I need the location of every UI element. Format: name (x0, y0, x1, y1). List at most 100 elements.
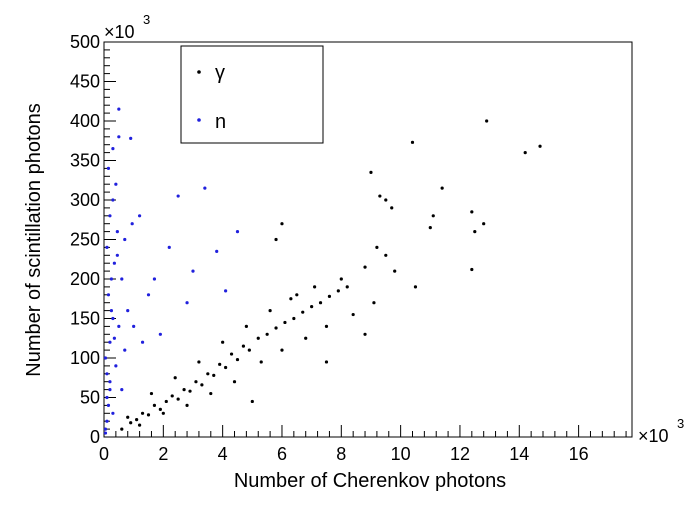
gamma-point (164, 399, 168, 404)
y-tick-label: 400 (70, 111, 100, 131)
gamma-point (482, 222, 486, 226)
legend: γ n (180, 45, 324, 144)
gamma-point (280, 222, 284, 226)
gamma-point (259, 360, 263, 364)
neutron-point (105, 419, 109, 423)
x-tick-label: 2 (158, 444, 168, 464)
x-tick-label: 10 (391, 444, 411, 464)
neutron-point (115, 230, 119, 234)
gamma-point (336, 289, 340, 293)
neutron-point (112, 336, 116, 340)
neutron-point (108, 380, 112, 384)
legend-marker-n (197, 118, 201, 122)
neutron-point (105, 395, 109, 400)
x-tick-label: 16 (569, 444, 589, 464)
x-multiplier: ×10 3 (638, 416, 684, 446)
neutron-point (130, 222, 134, 226)
gamma-point (256, 336, 260, 340)
gamma-point (375, 245, 379, 249)
gamma-point (176, 397, 180, 401)
neutron-point (224, 289, 228, 293)
y-tick-label: 0 (90, 427, 100, 447)
x-tick-label: 14 (509, 444, 529, 464)
gamma-point (185, 403, 189, 407)
gamma-point (339, 277, 343, 281)
legend-marker-gamma (197, 70, 201, 74)
neutron-point (123, 237, 127, 242)
gamma-point (428, 226, 432, 230)
neutron-point (185, 301, 189, 305)
x-tick-label: 8 (336, 444, 346, 464)
neutron-point (132, 324, 136, 328)
y-tick-label: 450 (70, 72, 100, 92)
gamma-point (295, 293, 299, 297)
gamma-point (363, 265, 367, 269)
y-multiplier-base: ×10 (104, 22, 135, 42)
gamma-point (538, 144, 542, 148)
y-axis-label: Number of scintillation photons (23, 103, 45, 376)
neutron-point (146, 293, 151, 297)
neutron-point (111, 147, 115, 151)
neutron-point (106, 166, 111, 170)
gamma-point (384, 253, 388, 257)
gamma-point (274, 237, 278, 242)
neutron-point (215, 249, 219, 253)
neutron-point (106, 403, 111, 407)
gamma-point (188, 389, 192, 393)
gamma-point (161, 411, 165, 415)
gamma-point (137, 423, 142, 427)
neutron-point (105, 372, 109, 376)
gamma-point (209, 391, 213, 396)
neutron-point (120, 277, 124, 281)
neutron-point (114, 364, 118, 368)
gamma-point (152, 403, 157, 407)
gamma-point (268, 309, 272, 313)
y-tick-label: 350 (70, 151, 100, 171)
gamma-point (523, 151, 527, 155)
neutron-point (176, 194, 180, 198)
x-axis-ticks: 0 2 4 6 8 10 12 14 16 (99, 425, 627, 464)
gamma-point (197, 360, 201, 364)
neutron-point (111, 411, 115, 415)
gamma-point (413, 285, 418, 289)
gamma-point (280, 348, 284, 352)
neutron-point (112, 261, 116, 265)
gamma-point (327, 294, 332, 298)
gamma-point (170, 394, 174, 398)
gamma-point (194, 380, 198, 384)
gamma-point (313, 285, 317, 289)
gamma-point (265, 332, 269, 336)
gamma-point (470, 267, 474, 272)
neutron-point (108, 388, 112, 392)
gamma-point (292, 316, 296, 321)
gamma-point (250, 399, 254, 404)
gamma-point (247, 348, 251, 352)
gamma-point (212, 373, 216, 377)
gamma-point (345, 285, 349, 289)
y-tick-label: 50 (80, 388, 100, 408)
legend-label-n: n (215, 111, 226, 133)
gamma-point (120, 427, 124, 431)
neutron-point (103, 427, 108, 431)
gamma-point (473, 230, 477, 234)
neutron-point (108, 340, 112, 344)
gamma-point (363, 332, 367, 336)
x-tick-label: 0 (99, 444, 109, 464)
neutron-point (137, 214, 142, 218)
gamma-point (158, 407, 162, 411)
y-tick-label: 150 (70, 309, 100, 329)
x-multiplier-exponent: 3 (677, 416, 684, 431)
neutron-point (109, 277, 114, 281)
gamma-point (173, 376, 177, 380)
gamma-point (310, 305, 314, 309)
gamma-point (241, 344, 246, 348)
neutron-point (120, 388, 124, 392)
neutron-point (103, 431, 108, 435)
gamma-point (431, 214, 435, 218)
gamma-point (351, 312, 355, 317)
gamma-point (369, 170, 373, 174)
neutron-point (111, 198, 115, 202)
gamma-point (135, 418, 139, 422)
gamma-point (393, 269, 397, 273)
neutron-point (191, 269, 195, 273)
